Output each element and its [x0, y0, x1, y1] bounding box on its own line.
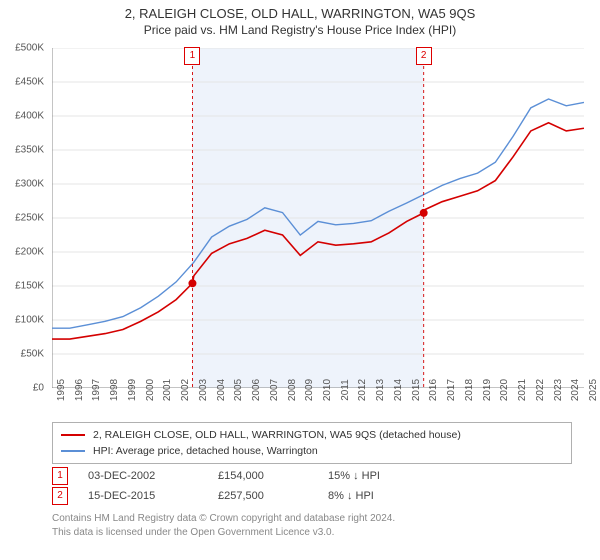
y-tick-label: £450K — [0, 77, 44, 88]
x-tick-label: 2000 — [145, 379, 156, 401]
footer-line1: Contains HM Land Registry data © Crown c… — [52, 512, 395, 526]
y-tick-label: £50K — [0, 349, 44, 360]
x-tick-label: 2001 — [162, 379, 173, 401]
x-tick-label: 2018 — [464, 379, 475, 401]
legend-item: HPI: Average price, detached house, Warr… — [61, 443, 563, 459]
x-tick-label: 1999 — [127, 379, 138, 401]
x-tick-label: 2003 — [198, 379, 209, 401]
x-tick-label: 2022 — [535, 379, 546, 401]
x-tick-label: 2014 — [393, 379, 404, 401]
legend-item: 2, RALEIGH CLOSE, OLD HALL, WARRINGTON, … — [61, 427, 563, 443]
x-tick-label: 2012 — [357, 379, 368, 401]
sale-date: 03-DEC-2002 — [88, 470, 218, 482]
legend-label: 2, RALEIGH CLOSE, OLD HALL, WARRINGTON, … — [93, 429, 461, 441]
chart-container: 2, RALEIGH CLOSE, OLD HALL, WARRINGTON, … — [0, 0, 600, 560]
x-tick-label: 1997 — [91, 379, 102, 401]
x-tick-label: 2011 — [340, 379, 351, 401]
y-tick-label: £400K — [0, 111, 44, 122]
x-tick-label: 2006 — [251, 379, 262, 401]
x-tick-label: 2007 — [269, 379, 280, 401]
chart-subtitle: Price paid vs. HM Land Registry's House … — [0, 21, 600, 41]
chart-svg — [52, 48, 584, 388]
sale-row: 2 15-DEC-2015£257,5008% ↓ HPI — [52, 486, 572, 506]
chart-title: 2, RALEIGH CLOSE, OLD HALL, WARRINGTON, … — [0, 0, 600, 21]
legend-swatch — [61, 434, 85, 436]
x-tick-label: 2025 — [588, 379, 599, 401]
x-tick-label: 1995 — [56, 379, 67, 401]
x-tick-label: 2015 — [411, 379, 422, 401]
x-tick-label: 2023 — [553, 379, 564, 401]
y-tick-label: £0 — [0, 383, 44, 394]
x-tick-label: 2005 — [233, 379, 244, 401]
y-tick-label: £250K — [0, 213, 44, 224]
x-tick-label: 2004 — [216, 379, 227, 401]
y-tick-label: £300K — [0, 179, 44, 190]
x-tick-label: 2016 — [428, 379, 439, 401]
x-tick-label: 1996 — [74, 379, 85, 401]
sale-table: 1 03-DEC-2002£154,00015% ↓ HPI 2 15-DEC-201… — [52, 466, 572, 506]
x-tick-label: 2010 — [322, 379, 333, 401]
sale-marker-2: 2 — [416, 47, 432, 65]
y-tick-label: £350K — [0, 145, 44, 156]
y-tick-label: £200K — [0, 247, 44, 258]
sale-row: 1 03-DEC-2002£154,00015% ↓ HPI — [52, 466, 572, 486]
sale-price: £257,500 — [218, 490, 328, 502]
x-tick-label: 2020 — [499, 379, 510, 401]
sale-number-box: 1 — [52, 467, 68, 485]
x-tick-label: 2019 — [482, 379, 493, 401]
y-tick-label: £150K — [0, 281, 44, 292]
footer-line2: This data is licensed under the Open Gov… — [52, 526, 395, 540]
x-tick-label: 2017 — [446, 379, 457, 401]
x-tick-label: 2013 — [375, 379, 386, 401]
sale-diff: 8% ↓ HPI — [328, 490, 408, 502]
y-tick-label: £500K — [0, 43, 44, 54]
legend-swatch — [61, 450, 85, 452]
x-tick-label: 2024 — [570, 379, 581, 401]
sale-diff: 15% ↓ HPI — [328, 470, 408, 482]
y-tick-label: £100K — [0, 315, 44, 326]
footer-text: Contains HM Land Registry data © Crown c… — [52, 512, 395, 539]
sale-price: £154,000 — [218, 470, 328, 482]
sale-number-box: 2 — [52, 487, 68, 505]
x-tick-label: 2009 — [304, 379, 315, 401]
sale-date: 15-DEC-2015 — [88, 490, 218, 502]
sale-marker-1: 1 — [184, 47, 200, 65]
legend-box: 2, RALEIGH CLOSE, OLD HALL, WARRINGTON, … — [52, 422, 572, 464]
chart-area: 12£0£50K£100K£150K£200K£250K£300K£350K£4… — [52, 48, 584, 388]
x-tick-label: 1998 — [109, 379, 120, 401]
x-tick-label: 2008 — [287, 379, 298, 401]
legend-label: HPI: Average price, detached house, Warr… — [93, 445, 318, 457]
x-tick-label: 2021 — [517, 379, 528, 401]
x-tick-label: 2002 — [180, 379, 191, 401]
